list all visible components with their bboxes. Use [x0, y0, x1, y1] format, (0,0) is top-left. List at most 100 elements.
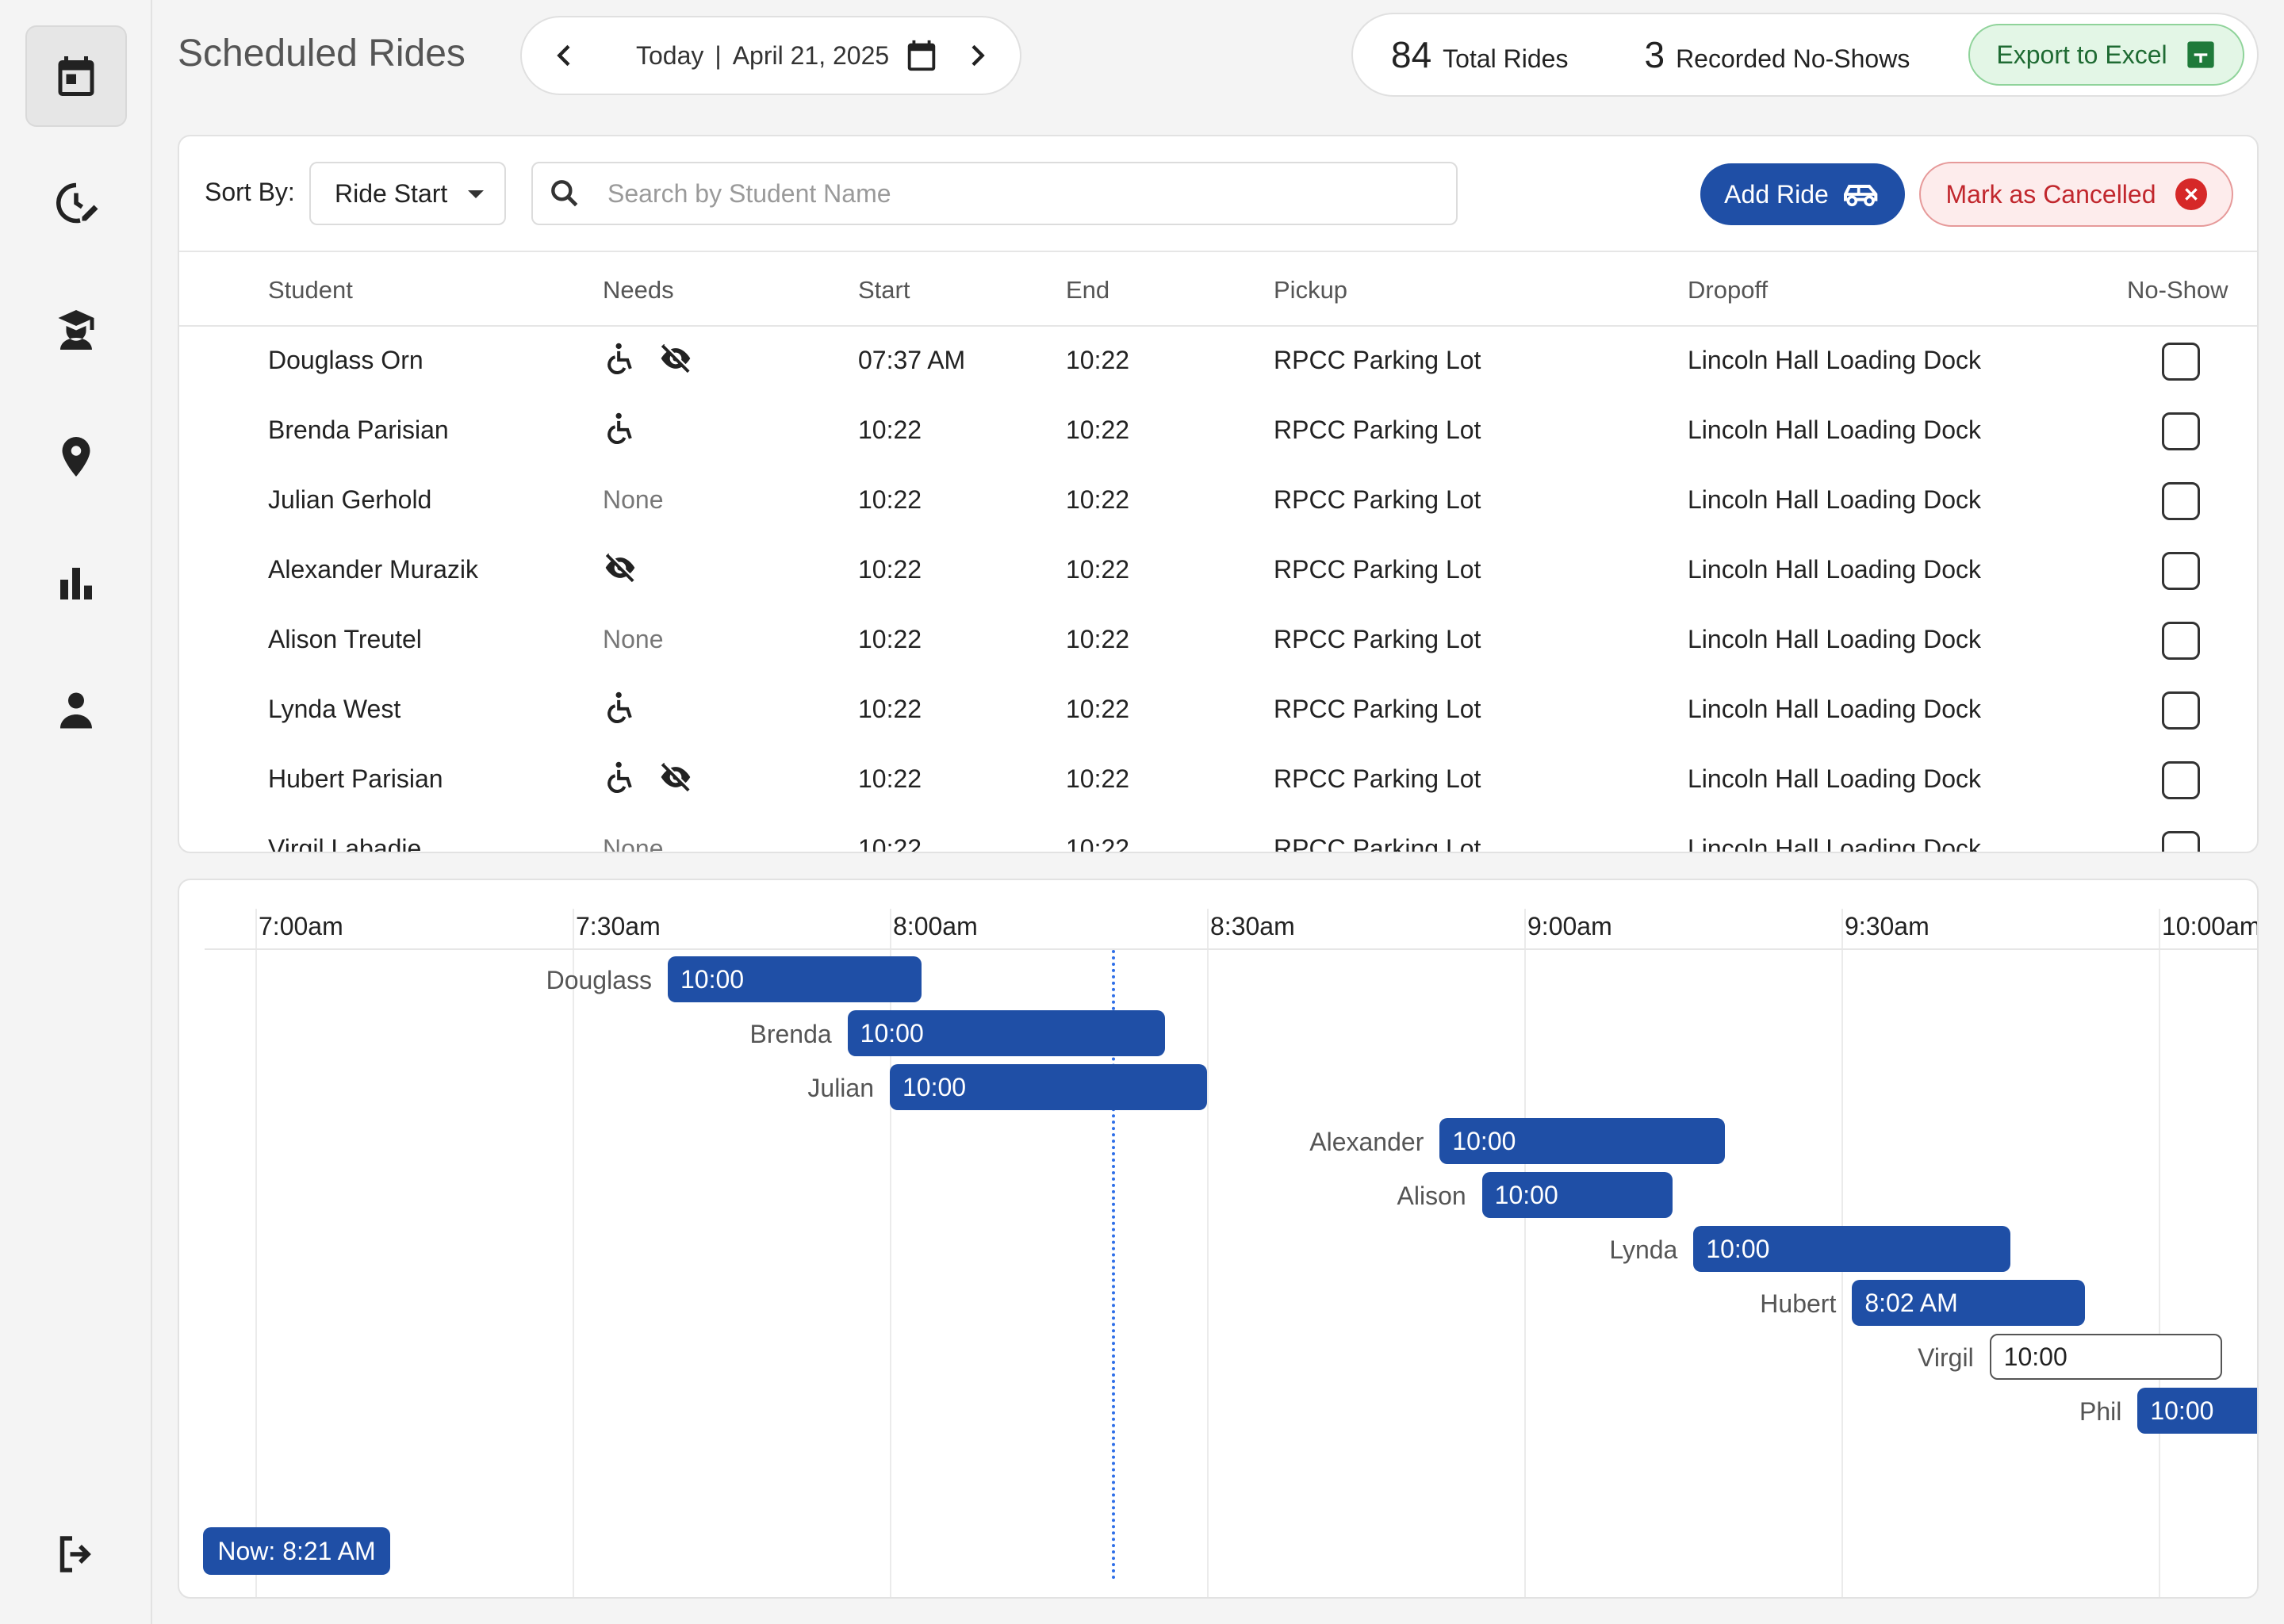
timeline-tick-label: 8:00am [893, 912, 978, 940]
col-end[interactable]: End [1066, 276, 1110, 304]
student-cell: Hubert Parisian [268, 764, 443, 793]
export-excel-button[interactable]: Export to Excel [1968, 24, 2244, 86]
add-ride-label: Add Ride [1724, 179, 1829, 209]
col-no-show[interactable]: No-Show [2127, 276, 2228, 304]
no-show-checkbox[interactable] [2162, 761, 2200, 799]
dropoff-cell: Lincoln Hall Loading Dock [1688, 416, 1981, 444]
table-row[interactable]: Brenda Parisian 10:22 10:22 RPCC Parking Lo… [179, 396, 2257, 466]
pickup-cell: RPCC Parking Lot [1274, 764, 1481, 793]
mark-cancelled-button[interactable]: Mark as Cancelled [1919, 162, 2233, 227]
ride-bar-student-name: Virgil [1918, 1343, 1974, 1372]
ride-bar[interactable]: 10:00 [1439, 1118, 1726, 1164]
end-cell: 10:22 [1066, 625, 1130, 653]
close-circle-icon [2175, 178, 2207, 210]
start-cell: 10:22 [858, 555, 922, 584]
end-cell: 10:22 [1066, 416, 1130, 444]
ride-bar-student-name: Julian [807, 1074, 874, 1102]
no-show-checkbox[interactable] [2162, 691, 2200, 730]
now-badge: Now: 8:21 AM [203, 1527, 390, 1575]
search-icon [551, 180, 578, 207]
nav-history[interactable] [25, 152, 127, 254]
ride-bar[interactable]: 10:00 [1693, 1226, 2011, 1272]
table-row[interactable]: Lynda West 10:22 10:22 RPCC Parking Lot Linc… [179, 676, 2257, 745]
ride-bar[interactable]: 10:00 [890, 1064, 1207, 1110]
no-show-checkbox[interactable] [2162, 831, 2200, 852]
date-display[interactable]: Today | April 21, 2025 [636, 37, 940, 74]
table-row[interactable]: Alexander Murazik 10:22 10:22 RPCC Parking … [179, 536, 2257, 606]
history-edit-icon [56, 182, 98, 224]
student-icon [58, 310, 94, 350]
col-needs[interactable]: Needs [603, 276, 674, 304]
timeline-panel: 7:00am 7:30am 8:00am 8:30am 9:00am 9:30am 10:0… [178, 879, 2259, 1599]
total-rides-label: Total Rides [1443, 44, 1569, 73]
wheelchair-icon [607, 343, 632, 374]
ride-bar[interactable]: 10:00 [1481, 1172, 1673, 1218]
timeline-gridline [890, 909, 891, 1597]
ride-bar[interactable]: 10:00 [668, 956, 922, 1002]
no-show-checkbox[interactable] [2162, 412, 2200, 450]
add-ride-button[interactable]: Add Ride [1700, 163, 1905, 225]
student-cell: Alexander Murazik [268, 555, 478, 584]
timeline-tick-label: 8:30am [1210, 912, 1295, 940]
ride-bar[interactable]: 8:02 AM [1852, 1280, 2085, 1326]
nav-students[interactable] [25, 279, 127, 381]
table-toolbar: Sort By: Ride Start Add Ride Mark as Can… [179, 136, 2257, 252]
pickup-cell: RPCC Parking Lot [1274, 834, 1481, 853]
student-cell: Lynda West [268, 695, 401, 723]
search-input[interactable] [607, 178, 1401, 209]
nav-drivers[interactable] [25, 660, 127, 761]
export-label: Export to Excel [1996, 40, 2167, 69]
ride-bar[interactable]: 10:00 [1989, 1334, 2222, 1380]
start-cell: 10:22 [858, 416, 922, 444]
table-row[interactable]: Virgil Labadie None 10:22 10:22 RPCC Parking… [179, 815, 2257, 853]
sort-select[interactable]: Ride Start [309, 162, 506, 225]
sidebar [0, 0, 152, 1624]
pickup-cell: RPCC Parking Lot [1274, 485, 1481, 514]
ride-bar-student-name: Phil [2079, 1397, 2122, 1426]
no-show-checkbox[interactable] [2162, 482, 2200, 520]
table-row[interactable]: Douglass Orn 07:37 AM 10:22 RPCC Parking Lo… [179, 327, 2257, 396]
start-cell: 07:37 AM [858, 346, 966, 374]
col-dropoff[interactable]: Dropoff [1688, 276, 1769, 304]
timeline-tick-label: 7:30am [576, 912, 661, 940]
start-cell: 10:22 [858, 625, 922, 653]
previous-day-button[interactable] [541, 32, 588, 79]
start-cell: 10:22 [858, 485, 922, 514]
wheelchair-icon [607, 761, 632, 793]
col-student[interactable]: Student [268, 276, 353, 304]
calendar-picker-icon[interactable] [903, 37, 940, 74]
needs-icons [603, 411, 658, 446]
no-show-checkbox[interactable] [2162, 622, 2200, 660]
nav-locations[interactable] [25, 406, 127, 508]
dropoff-cell: Lincoln Hall Loading Dock [1688, 625, 1981, 653]
table-row[interactable]: Julian Gerhold None 10:22 10:22 RPCC Parking… [179, 466, 2257, 536]
col-pickup[interactable]: Pickup [1274, 276, 1348, 304]
needs-cell: None [603, 834, 664, 853]
timeline-tick-label: 9:00am [1527, 912, 1612, 940]
now-indicator-line [1112, 950, 1115, 1580]
pickup-cell: RPCC Parking Lot [1274, 346, 1481, 374]
end-cell: 10:22 [1066, 695, 1130, 723]
ride-bar-student-name: Brenda [749, 1020, 832, 1048]
table-row[interactable]: Hubert Parisian 10:22 10:22 RPCC Parking Lo… [179, 745, 2257, 815]
driver-icon [60, 692, 92, 729]
next-day-button[interactable] [953, 32, 1001, 79]
student-cell: Brenda Parisian [268, 416, 449, 444]
table-row[interactable]: Alison Treutel None 10:22 10:22 RPCC Parking… [179, 606, 2257, 676]
dropoff-cell: Lincoln Hall Loading Dock [1688, 485, 1981, 514]
ride-bar[interactable]: 10:00 [2137, 1388, 2257, 1434]
timeline-tick-label: 9:30am [1845, 912, 1930, 940]
wheelchair-icon [607, 412, 632, 444]
logout-button[interactable] [25, 1503, 127, 1605]
nav-analytics[interactable] [25, 533, 127, 634]
needs-icons [603, 690, 658, 725]
no-show-checkbox[interactable] [2162, 552, 2200, 590]
needs-icons [603, 760, 714, 795]
end-cell: 10:22 [1066, 485, 1130, 514]
no-shows-stat: 3 Recorded No-Shows [1644, 33, 1910, 76]
ride-bar[interactable]: 10:00 [847, 1010, 1165, 1056]
date-navigator: Today | April 21, 2025 [520, 16, 1021, 95]
no-show-checkbox[interactable] [2162, 343, 2200, 381]
col-start[interactable]: Start [858, 276, 910, 304]
nav-rides[interactable] [25, 25, 127, 127]
